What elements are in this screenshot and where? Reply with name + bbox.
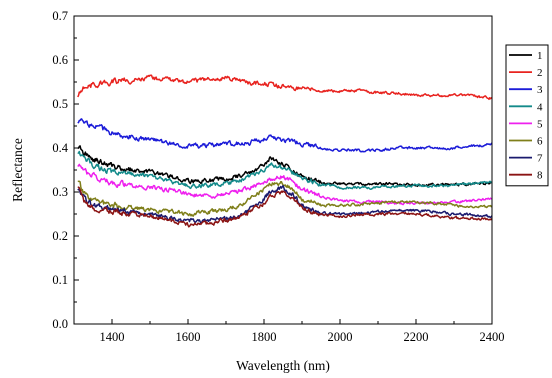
y-tick-label: 0.6 bbox=[52, 53, 68, 67]
y-tick-label: 0.1 bbox=[52, 273, 68, 287]
y-tick-label: 0.7 bbox=[52, 9, 68, 23]
series-line-3 bbox=[77, 118, 493, 153]
x-axis-title: Wavelength (nm) bbox=[236, 358, 330, 373]
legend-label-2: 2 bbox=[537, 67, 543, 79]
y-tick-label: 0.4 bbox=[52, 141, 68, 155]
legend-box bbox=[505, 44, 549, 187]
series-line-5 bbox=[77, 163, 493, 206]
y-tick-label: 0.3 bbox=[52, 185, 68, 199]
legend-label-5: 5 bbox=[537, 118, 543, 130]
plot-lines bbox=[77, 74, 493, 228]
y-tick-label: 0.2 bbox=[52, 229, 68, 243]
legend-label-4: 4 bbox=[537, 101, 543, 113]
legend: 1 2 3 4 5 6 7 8 bbox=[505, 44, 549, 187]
x-tick-label: 1400 bbox=[100, 330, 125, 344]
y-tick-label: 0.0 bbox=[52, 317, 68, 331]
legend-label-3: 3 bbox=[537, 84, 543, 96]
x-tick-label: 2000 bbox=[328, 330, 353, 344]
y-axis-title: Reflectance bbox=[10, 138, 25, 202]
legend-label-6: 6 bbox=[537, 136, 543, 148]
x-tick-label: 1800 bbox=[252, 330, 277, 344]
x-tick-label: 2400 bbox=[480, 330, 505, 344]
series-line-2 bbox=[77, 74, 493, 101]
legend-label-7: 7 bbox=[537, 153, 543, 165]
x-tick-label: 2200 bbox=[404, 330, 429, 344]
series-line-6 bbox=[77, 180, 493, 217]
series-line-4 bbox=[77, 150, 493, 190]
y-tick-label: 0.5 bbox=[52, 97, 68, 111]
legend-label-1: 1 bbox=[537, 50, 543, 62]
x-tick-label: 1600 bbox=[176, 330, 201, 344]
legend-label-8: 8 bbox=[537, 170, 543, 182]
series-line-8 bbox=[77, 186, 493, 228]
axes: 0.0 0.1 0.2 0.3 0.4 0.5 0.6 0.7 1400 1600 1800 2000… bbox=[52, 9, 504, 344]
